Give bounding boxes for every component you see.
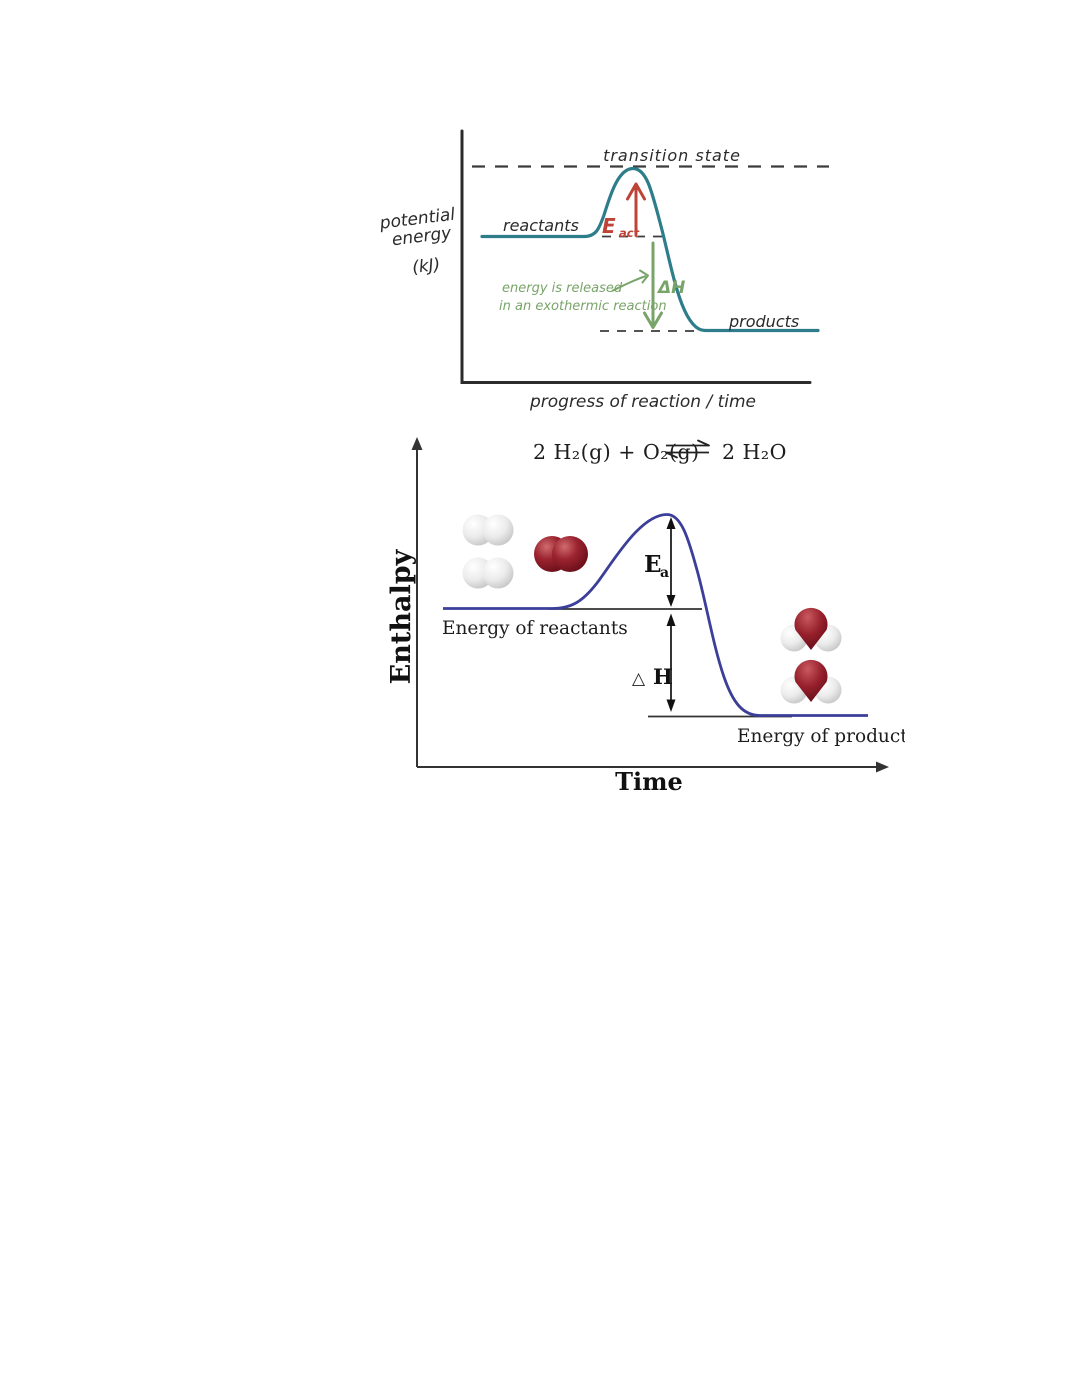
h2o-molecule-1 [780, 607, 842, 652]
o-atom [552, 536, 588, 572]
reaction-energy-curve [480, 166, 820, 333]
activation-energy-arrow-icon [626, 182, 646, 236]
equilibrium-top-barb [697, 439, 710, 447]
bottom-enthalpy-diagram: 2 H₂(g) + O₂(g) 2 H₂O E a △ H [385, 425, 905, 805]
top-y-axis-label-line3: (kJ) [411, 255, 441, 278]
o2-molecule [534, 536, 588, 572]
products-label: products [728, 312, 799, 331]
enthalpy-curve [443, 513, 868, 717]
equation-rhs: 2 H₂O [722, 440, 787, 464]
h2o-molecule-2 [780, 659, 842, 704]
top-x-axis-label: progress of reaction / time [529, 392, 756, 412]
o-atom [794, 659, 828, 702]
energy-of-reactants-label: Energy of reactants [442, 618, 628, 639]
equilibrium-arrows-icon [665, 439, 710, 459]
top-y-axis-label: potential energy (kJ) [378, 205, 457, 278]
annotation-line-2: in an exothermic reaction [499, 299, 667, 314]
activation-arrow-head [626, 182, 646, 201]
h2-molecule-1 [462, 514, 514, 546]
dh-arrow-head-top [666, 613, 676, 626]
ea-label-subscript: a [660, 565, 669, 581]
h-atom [482, 514, 514, 546]
delta-h-arrow-head [643, 311, 663, 329]
delta-h-label: ΔH [656, 278, 685, 298]
activation-energy-subscript: act [619, 226, 640, 240]
x-axis-arrowhead-icon [876, 761, 889, 773]
annotation-pointer-shaft [611, 275, 647, 292]
h-atom [482, 557, 514, 589]
bottom-axes [411, 437, 889, 773]
activation-energy-arrow-icon [666, 517, 676, 607]
dh-arrow-head-bottom [666, 699, 676, 712]
delta-h-arrow-icon [666, 613, 676, 712]
ea-label: E [644, 551, 662, 578]
annotation-pointer-head [639, 269, 649, 284]
bottom-y-axis-label: Enthalpy [386, 548, 417, 684]
top-energy-diagram: E act ΔH energy is released in an exothe… [375, 125, 850, 425]
ea-arrow-head-bottom [666, 595, 676, 607]
o-atom [794, 607, 828, 650]
ea-arrow-head-top [666, 517, 676, 529]
energy-of-products-label: Energy of products [737, 726, 905, 747]
delta-h-arrow-icon [643, 241, 663, 329]
activation-energy-label: E [602, 214, 616, 238]
bottom-enthalpy-diagram-svg: 2 H₂(g) + O₂(g) 2 H₂O E a △ H [386, 437, 905, 796]
y-axis-arrowhead-icon [411, 437, 423, 450]
top-energy-diagram-svg: E act ΔH energy is released in an exothe… [378, 129, 829, 412]
transition-state-label: transition state [603, 146, 741, 165]
delta-h-letter: H [653, 664, 673, 689]
top-axes [460, 129, 812, 384]
reactants-label: reactants [503, 216, 579, 235]
h2-molecule-2 [462, 557, 514, 589]
annotation-pointer-arrow-icon [611, 269, 649, 292]
equilibrium-bottom-barb [665, 451, 678, 459]
annotation-line-1: energy is released [502, 281, 623, 296]
delta-symbol: △ [632, 669, 646, 689]
bottom-x-axis-label: Time [615, 767, 683, 796]
